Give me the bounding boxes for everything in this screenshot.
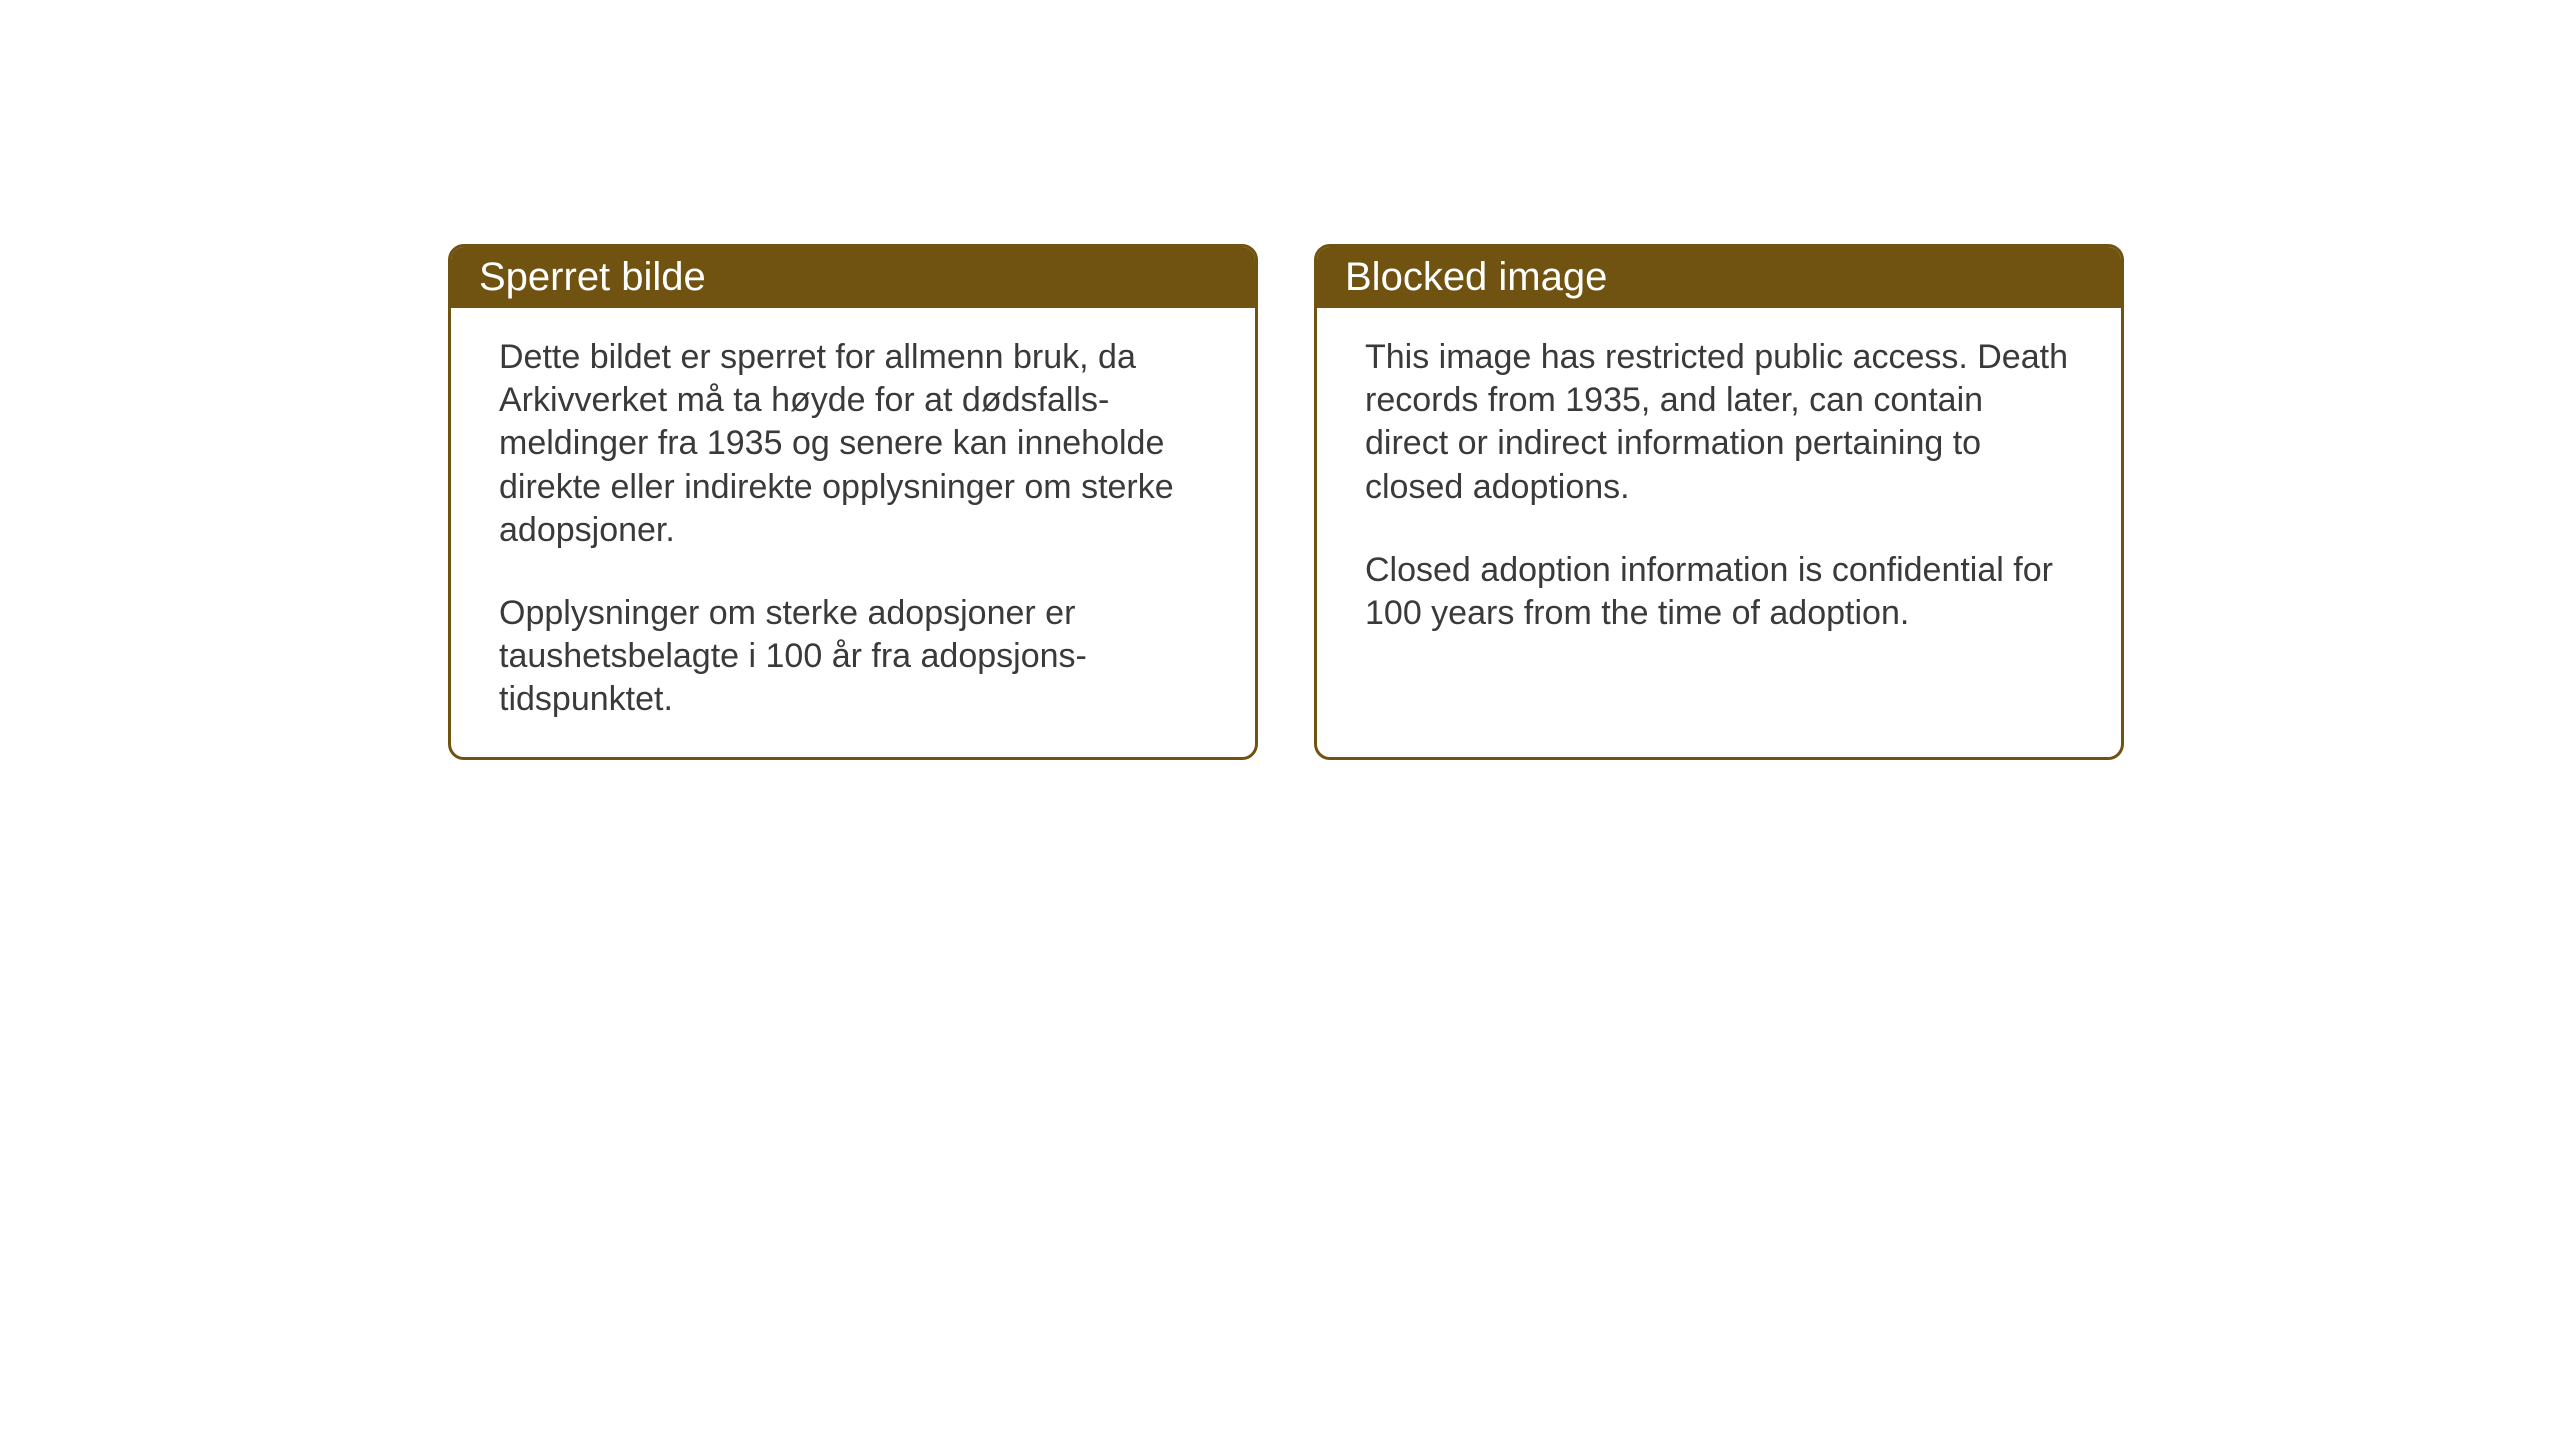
norwegian-notice-box: Sperret bilde Dette bildet er sperret fo… [448, 244, 1258, 760]
english-notice-body: This image has restricted public access.… [1317, 308, 2121, 671]
norwegian-paragraph-1: Dette bildet er sperret for allmenn bruk… [499, 336, 1207, 552]
norwegian-notice-body: Dette bildet er sperret for allmenn bruk… [451, 308, 1255, 757]
norwegian-paragraph-2: Opplysninger om sterke adopsjoner er tau… [499, 592, 1207, 722]
english-notice-title: Blocked image [1317, 247, 2121, 308]
norwegian-notice-title: Sperret bilde [451, 247, 1255, 308]
english-paragraph-2: Closed adoption information is confident… [1365, 549, 2073, 635]
english-notice-box: Blocked image This image has restricted … [1314, 244, 2124, 760]
notice-container: Sperret bilde Dette bildet er sperret fo… [448, 244, 2124, 760]
english-paragraph-1: This image has restricted public access.… [1365, 336, 2073, 509]
